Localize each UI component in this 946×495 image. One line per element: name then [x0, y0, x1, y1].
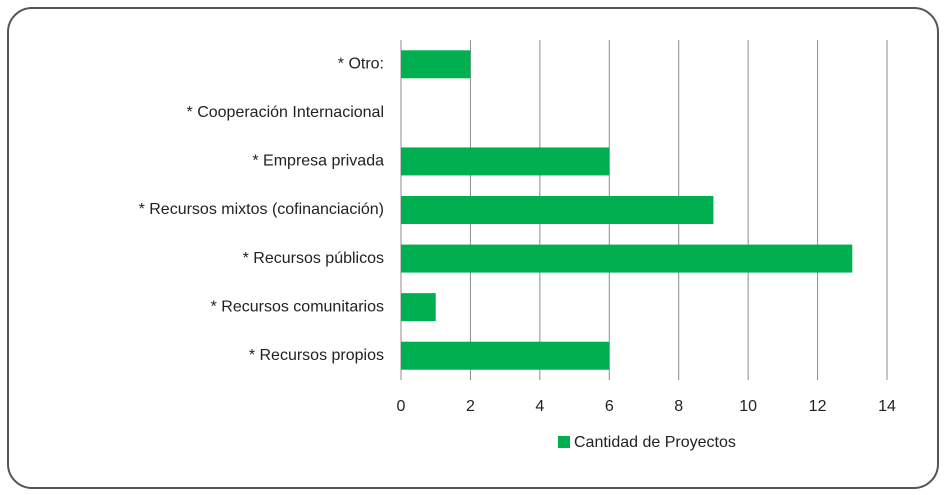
bar: [401, 244, 853, 273]
y-tick-label: * Cooperación Internacional: [187, 104, 384, 121]
bar: [401, 341, 610, 370]
bar: [401, 50, 471, 79]
x-tick-label: 14: [878, 398, 896, 415]
x-tick-label: 8: [674, 398, 683, 415]
x-tick-label: 12: [809, 398, 827, 415]
y-tick-label: * Otro:: [338, 56, 384, 73]
x-tick-label: 0: [397, 398, 406, 415]
y-tick-label: * Recursos comunitarios: [211, 298, 384, 315]
y-tick-label: * Recursos propios: [249, 347, 384, 364]
legend-swatch: [558, 436, 570, 448]
bar: [401, 293, 436, 322]
x-tick-label: 2: [466, 398, 475, 415]
legend-label: Cantidad de Proyectos: [574, 434, 736, 451]
y-tick-label: * Recursos mixtos (cofinanciación): [139, 201, 384, 218]
y-tick-label: * Recursos públicos: [243, 250, 384, 267]
x-tick-label: 10: [739, 398, 757, 415]
bar: [401, 196, 714, 224]
x-tick-label: 6: [605, 398, 614, 415]
x-tick-label: 4: [535, 398, 544, 415]
bar: [401, 147, 610, 176]
y-tick-label: * Empresa privada: [252, 153, 384, 170]
